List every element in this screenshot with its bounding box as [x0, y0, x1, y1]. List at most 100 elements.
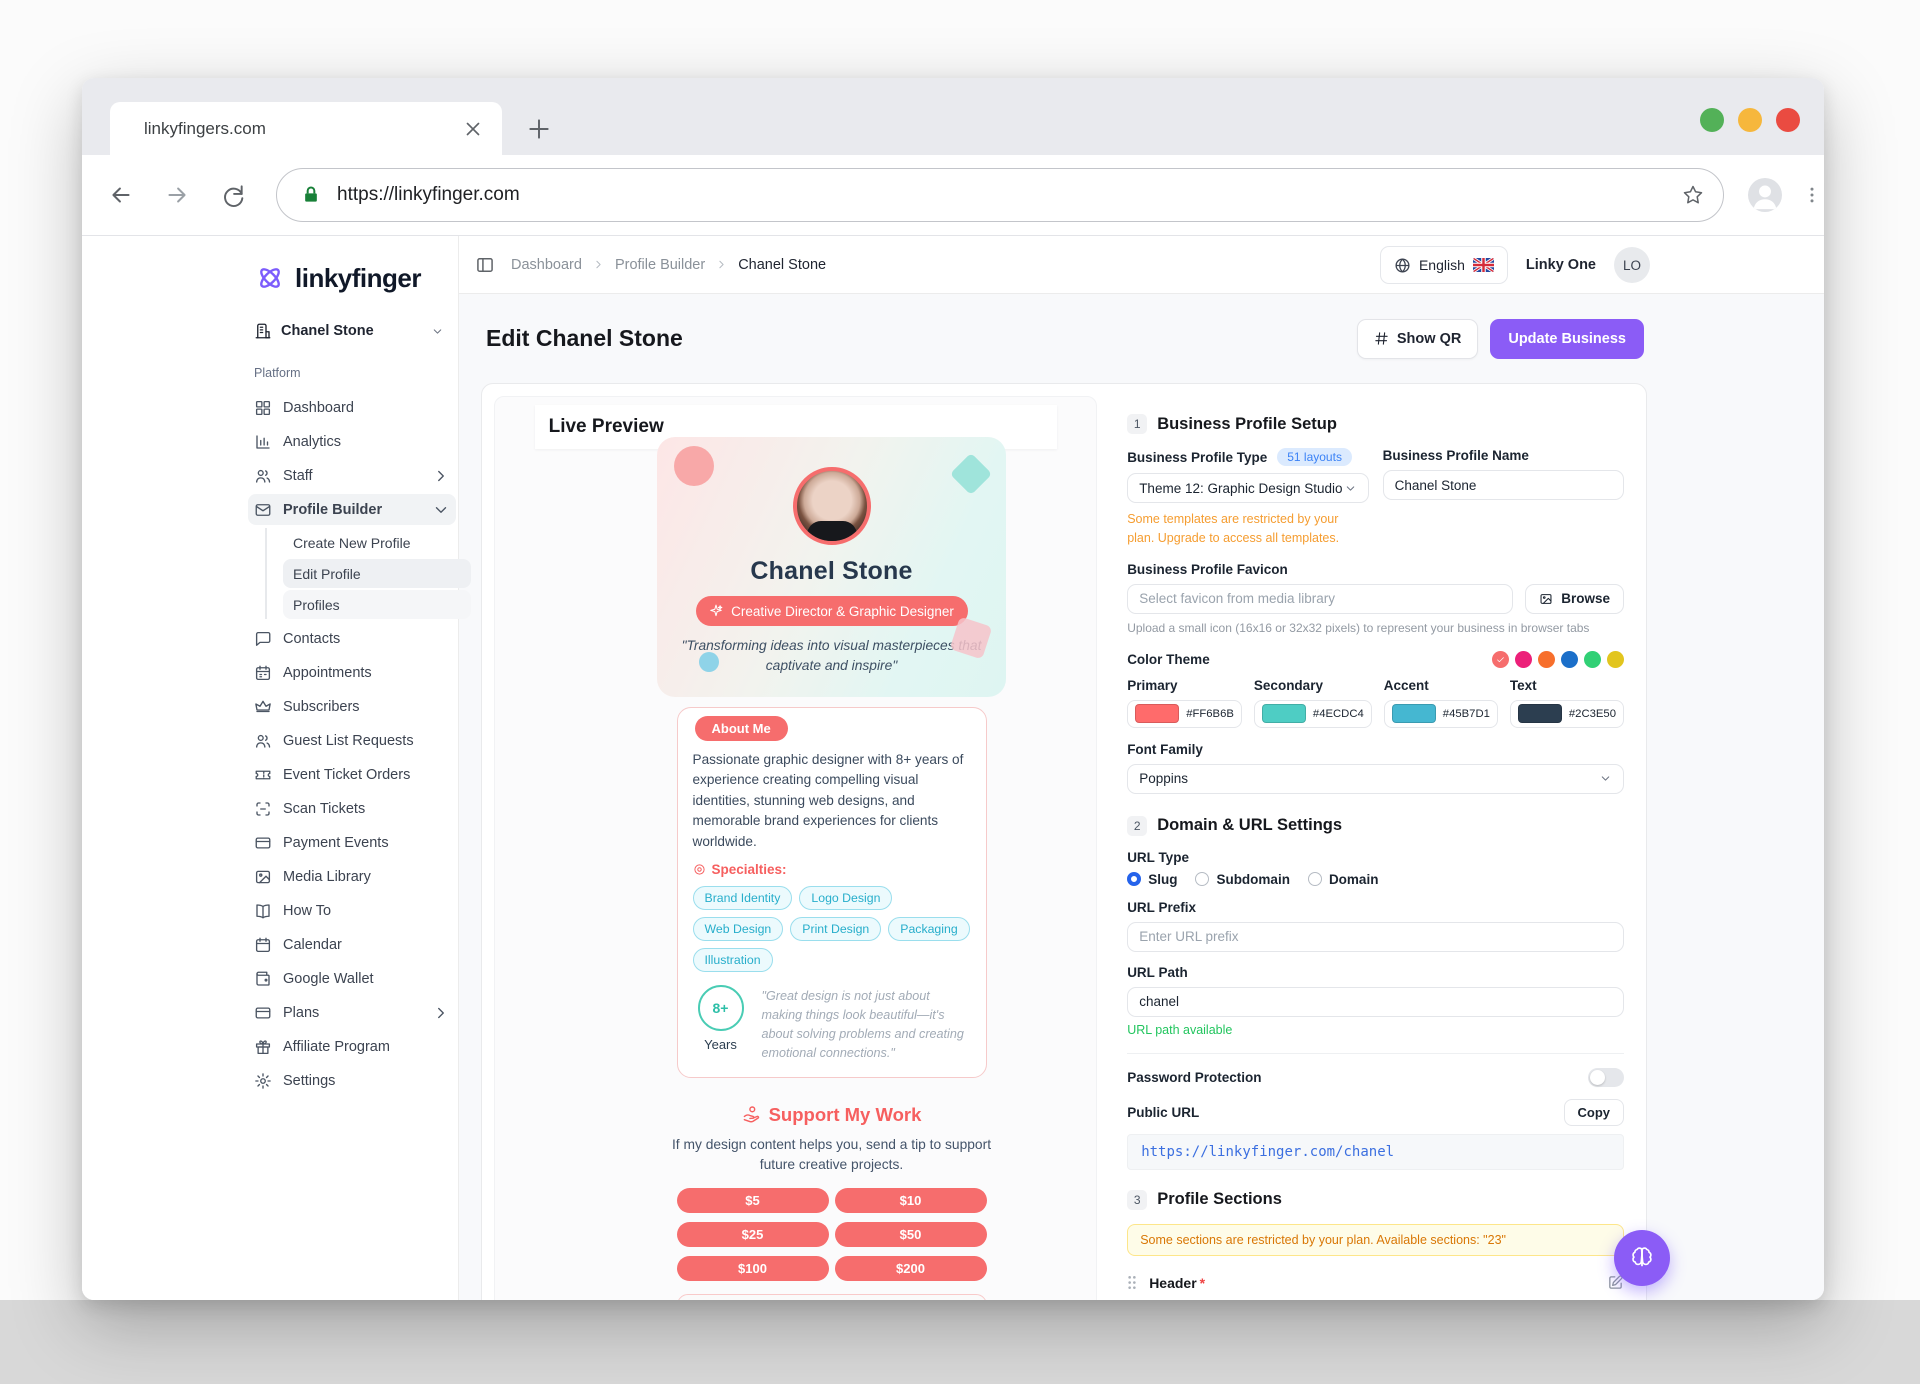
browser-tab[interactable]: linkyfingers.com [110, 102, 502, 155]
accent-color-field[interactable]: #45B7D1 [1383, 699, 1498, 728]
profile-preview: Chanel Stone Creative Director & Graphic… [657, 437, 1006, 1300]
sidebar-item-google-wallet[interactable]: Google Wallet [248, 963, 456, 994]
palette-coral-selected[interactable] [1492, 650, 1509, 668]
specialty-chip[interactable]: Illustration [692, 947, 773, 972]
tip-200-button[interactable]: $200 [834, 1255, 987, 1281]
public-url-box[interactable]: https://linkyfinger.com/chanel [1127, 1133, 1624, 1170]
sidebar-item-staff[interactable]: Staff [248, 460, 456, 491]
specialty-chip[interactable]: Packaging [888, 916, 970, 941]
sidebar-item-event-ticket-orders[interactable]: Event Ticket Orders [248, 759, 456, 790]
password-protection-label: Password Protection [1127, 1069, 1262, 1085]
sidebar-item-media-library[interactable]: Media Library [248, 861, 456, 892]
tip-25-button[interactable]: $25 [676, 1221, 829, 1247]
profile-type-select[interactable]: Theme 12: Graphic Design Studio [1127, 473, 1369, 503]
sidebar-item-guest-list-requests[interactable]: Guest List Requests [248, 725, 456, 756]
palette-green[interactable] [1584, 650, 1601, 668]
bookmark-star-icon[interactable] [1681, 183, 1705, 207]
sidebar-item-scan-tickets[interactable]: Scan Tickets [248, 793, 456, 824]
secondary-color-field[interactable]: #4ECDC4 [1253, 699, 1372, 728]
url-path-input[interactable] [1127, 986, 1624, 1017]
linkyfinger-logo-icon [260, 268, 280, 288]
profile-role-badge: Creative Director & Graphic Designer [695, 596, 968, 626]
sidebar-item-calendar[interactable]: Calendar [248, 929, 456, 960]
sidebar-subitem-profiles[interactable]: Profiles [283, 590, 471, 619]
address-bar[interactable]: https://linkyfinger.com [276, 168, 1724, 222]
sidebar-item-how-to[interactable]: How To [248, 895, 456, 926]
drag-handle-icon[interactable] [1127, 1275, 1137, 1290]
url-type-radios: Slug Subdomain Domain [1127, 872, 1624, 887]
font-family-select[interactable]: Poppins [1127, 763, 1624, 794]
tip-50-button[interactable]: $50 [834, 1221, 987, 1247]
password-protection-toggle[interactable] [1588, 1067, 1624, 1087]
profile-name-input[interactable] [1382, 470, 1624, 500]
chevron-down-icon [435, 506, 447, 513]
show-qr-button[interactable]: Show QR [1356, 318, 1479, 359]
sidebar-item-profile-builder[interactable]: Profile Builder [248, 494, 456, 525]
sidebar-item-settings[interactable]: Settings [248, 1065, 456, 1096]
favicon-input[interactable] [1127, 583, 1514, 614]
custom-tip-input[interactable] [676, 1293, 987, 1300]
sidebar-item-payment-events[interactable]: Payment Events [248, 827, 456, 858]
tip-100-button[interactable]: $100 [676, 1255, 829, 1281]
radio-slug[interactable]: Slug [1127, 872, 1177, 887]
browse-button[interactable]: Browse [1525, 583, 1624, 614]
palette-orange[interactable] [1538, 650, 1555, 668]
breadcrumb-dashboard[interactable]: Dashboard [511, 256, 582, 273]
back-icon[interactable] [108, 182, 134, 208]
language-selector[interactable]: English [1379, 246, 1508, 284]
window-minimize-button[interactable] [1700, 108, 1724, 132]
breadcrumb-profile-builder[interactable]: Profile Builder [614, 256, 706, 273]
globe-icon [1395, 257, 1410, 273]
update-business-button[interactable]: Update Business [1490, 318, 1644, 359]
brand[interactable]: linkyfinger [254, 262, 458, 294]
sidebar-item-affiliate-program[interactable]: Affiliate Program [248, 1031, 456, 1062]
sidebar: linkyfinger Chanel Stone Platform Dashbo… [82, 236, 471, 1300]
radio-domain[interactable]: Domain [1307, 872, 1378, 887]
staff-icon [255, 469, 271, 483]
specialty-chip[interactable]: Print Design [790, 916, 882, 941]
experience-row: 8+ Years "Great design is not just about… [693, 984, 971, 1063]
business-selector[interactable]: Chanel Stone [254, 322, 444, 340]
palette-yellow[interactable] [1607, 650, 1624, 668]
ai-assistant-fab[interactable] [1614, 1230, 1670, 1286]
sidebar-item-subscribers[interactable]: Subscribers [248, 691, 456, 722]
sidebar-item-analytics[interactable]: Analytics [248, 426, 456, 457]
window-close-button[interactable] [1776, 108, 1800, 132]
calendar-icon [255, 937, 271, 952]
refresh-icon[interactable] [220, 182, 246, 208]
sidebar-subitem-edit-profile[interactable]: Edit Profile [283, 559, 471, 588]
specialty-chip[interactable]: Web Design [692, 916, 784, 941]
ticket-icon [255, 770, 271, 779]
sidebar-item-dashboard[interactable]: Dashboard [248, 392, 456, 423]
forward-icon[interactable] [164, 182, 190, 208]
window-maximize-button[interactable] [1738, 108, 1762, 132]
browser-menu-icon[interactable] [1802, 185, 1822, 205]
sidebar-item-plans[interactable]: Plans [248, 997, 456, 1028]
font-family-label: Font Family [1127, 741, 1203, 757]
url-prefix-input[interactable] [1127, 921, 1624, 952]
sidebar-toggle-icon[interactable] [475, 255, 495, 275]
tab-close-icon[interactable] [462, 118, 484, 140]
radio-subdomain[interactable]: Subdomain [1195, 872, 1290, 887]
page-title: Edit Chanel Stone [486, 325, 683, 351]
account-name[interactable]: Linky One [1525, 257, 1596, 273]
account-avatar[interactable]: LO [1614, 247, 1650, 283]
tip-5-button[interactable]: $5 [676, 1187, 829, 1213]
decor-diamond-teal [949, 452, 993, 496]
primary-color-field[interactable]: #FF6B6B [1127, 699, 1242, 728]
specialty-chip[interactable]: Logo Design [799, 885, 893, 910]
new-tab-icon[interactable] [526, 116, 552, 142]
chevron-down-icon [1601, 776, 1610, 781]
section-row-header[interactable]: Header * [1127, 1268, 1624, 1298]
specialty-chip[interactable]: Brand Identity [692, 885, 793, 910]
text-color-field[interactable]: #2C3E50 [1509, 699, 1624, 728]
sidebar-subitem-create-new-profile[interactable]: Create New Profile [293, 534, 411, 551]
tip-10-button[interactable]: $10 [834, 1187, 987, 1213]
section-profile-sections: 3 Profile Sections [1127, 1189, 1624, 1210]
palette-blue[interactable] [1561, 650, 1578, 668]
browser-profile-avatar[interactable] [1748, 178, 1782, 212]
sidebar-item-appointments[interactable]: Appointments [248, 657, 456, 688]
sidebar-item-contacts[interactable]: Contacts [248, 623, 456, 654]
copy-url-button[interactable]: Copy [1563, 1098, 1624, 1126]
palette-pink[interactable] [1515, 650, 1532, 668]
